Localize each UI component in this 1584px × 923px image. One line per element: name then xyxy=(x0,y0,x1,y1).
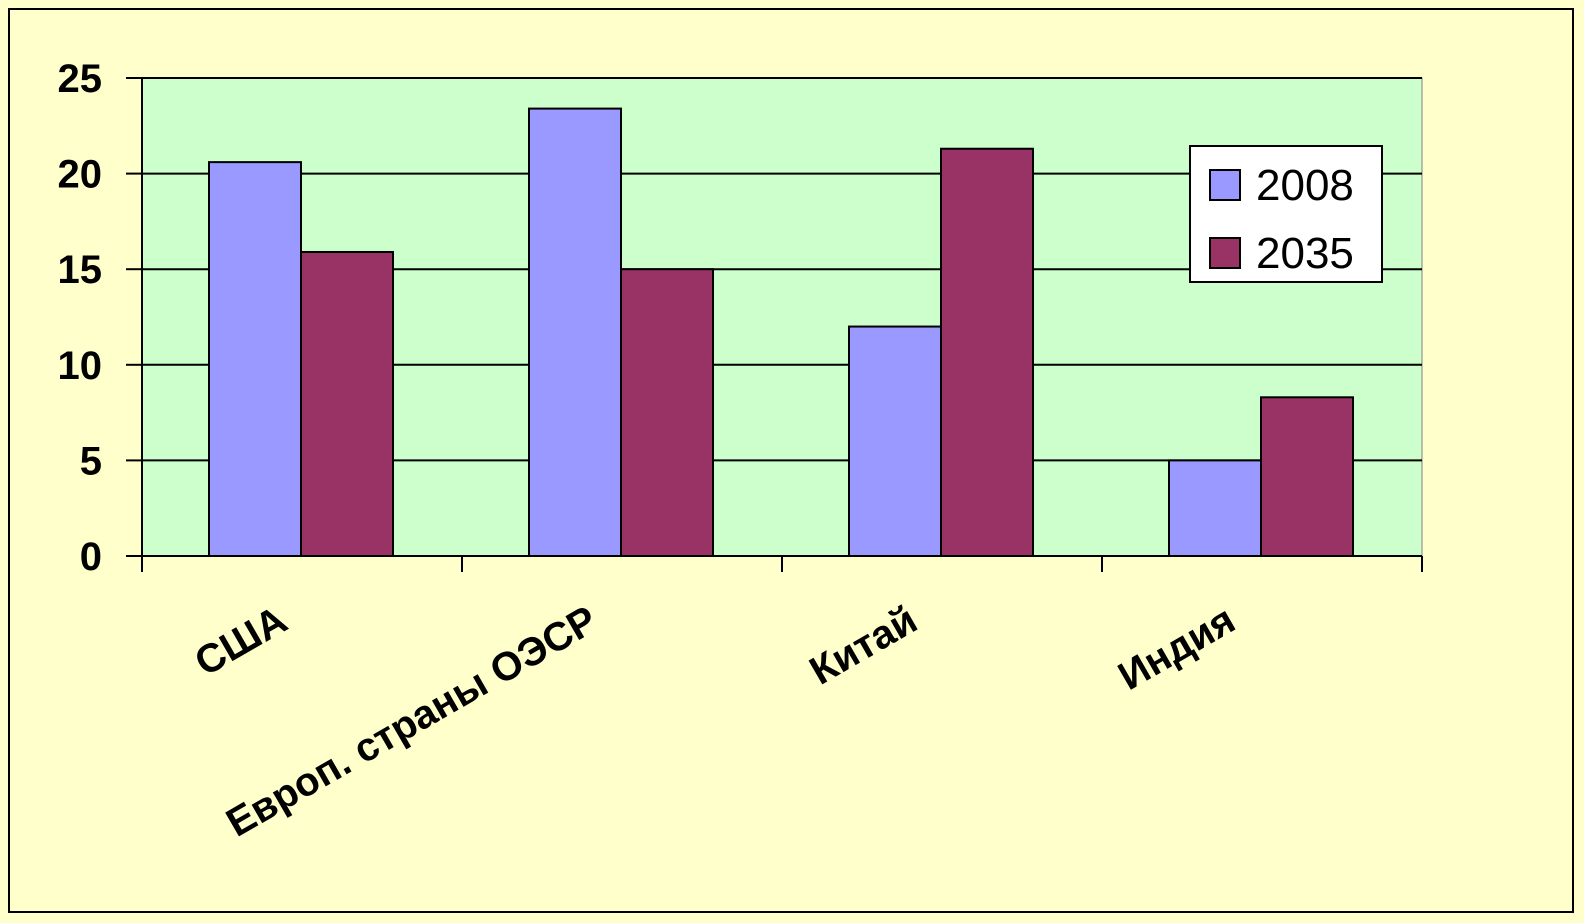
legend-label: 2008 xyxy=(1256,161,1354,210)
x-category-label: Китай xyxy=(803,598,925,694)
bar-2035 xyxy=(1260,396,1354,557)
legend-swatch-2008 xyxy=(1209,169,1241,201)
y-tick-label: 25 xyxy=(58,57,103,101)
bar-2035 xyxy=(940,147,1034,558)
legend: 2008 2035 xyxy=(1189,145,1383,283)
x-category-label: США xyxy=(188,598,295,685)
bar-2008 xyxy=(848,325,942,557)
bar-2008 xyxy=(1168,459,1262,557)
y-tick-label: 10 xyxy=(58,344,103,388)
bar-2035 xyxy=(300,250,394,557)
bar-2008 xyxy=(208,161,302,558)
y-tick-label: 15 xyxy=(58,248,103,292)
x-category-label: Индия xyxy=(1111,598,1242,699)
legend-swatch-2035 xyxy=(1209,237,1241,269)
y-tick-label: 0 xyxy=(80,535,102,579)
bar-2008 xyxy=(528,107,622,557)
y-axis-ticks: 0 5 10 15 20 25 xyxy=(58,57,142,579)
axes xyxy=(141,78,1423,572)
legend-label: 2035 xyxy=(1256,229,1354,278)
y-tick-label: 5 xyxy=(80,439,102,483)
bar-2035 xyxy=(620,268,714,557)
y-tick-label: 20 xyxy=(58,153,103,197)
bars xyxy=(208,107,1354,558)
